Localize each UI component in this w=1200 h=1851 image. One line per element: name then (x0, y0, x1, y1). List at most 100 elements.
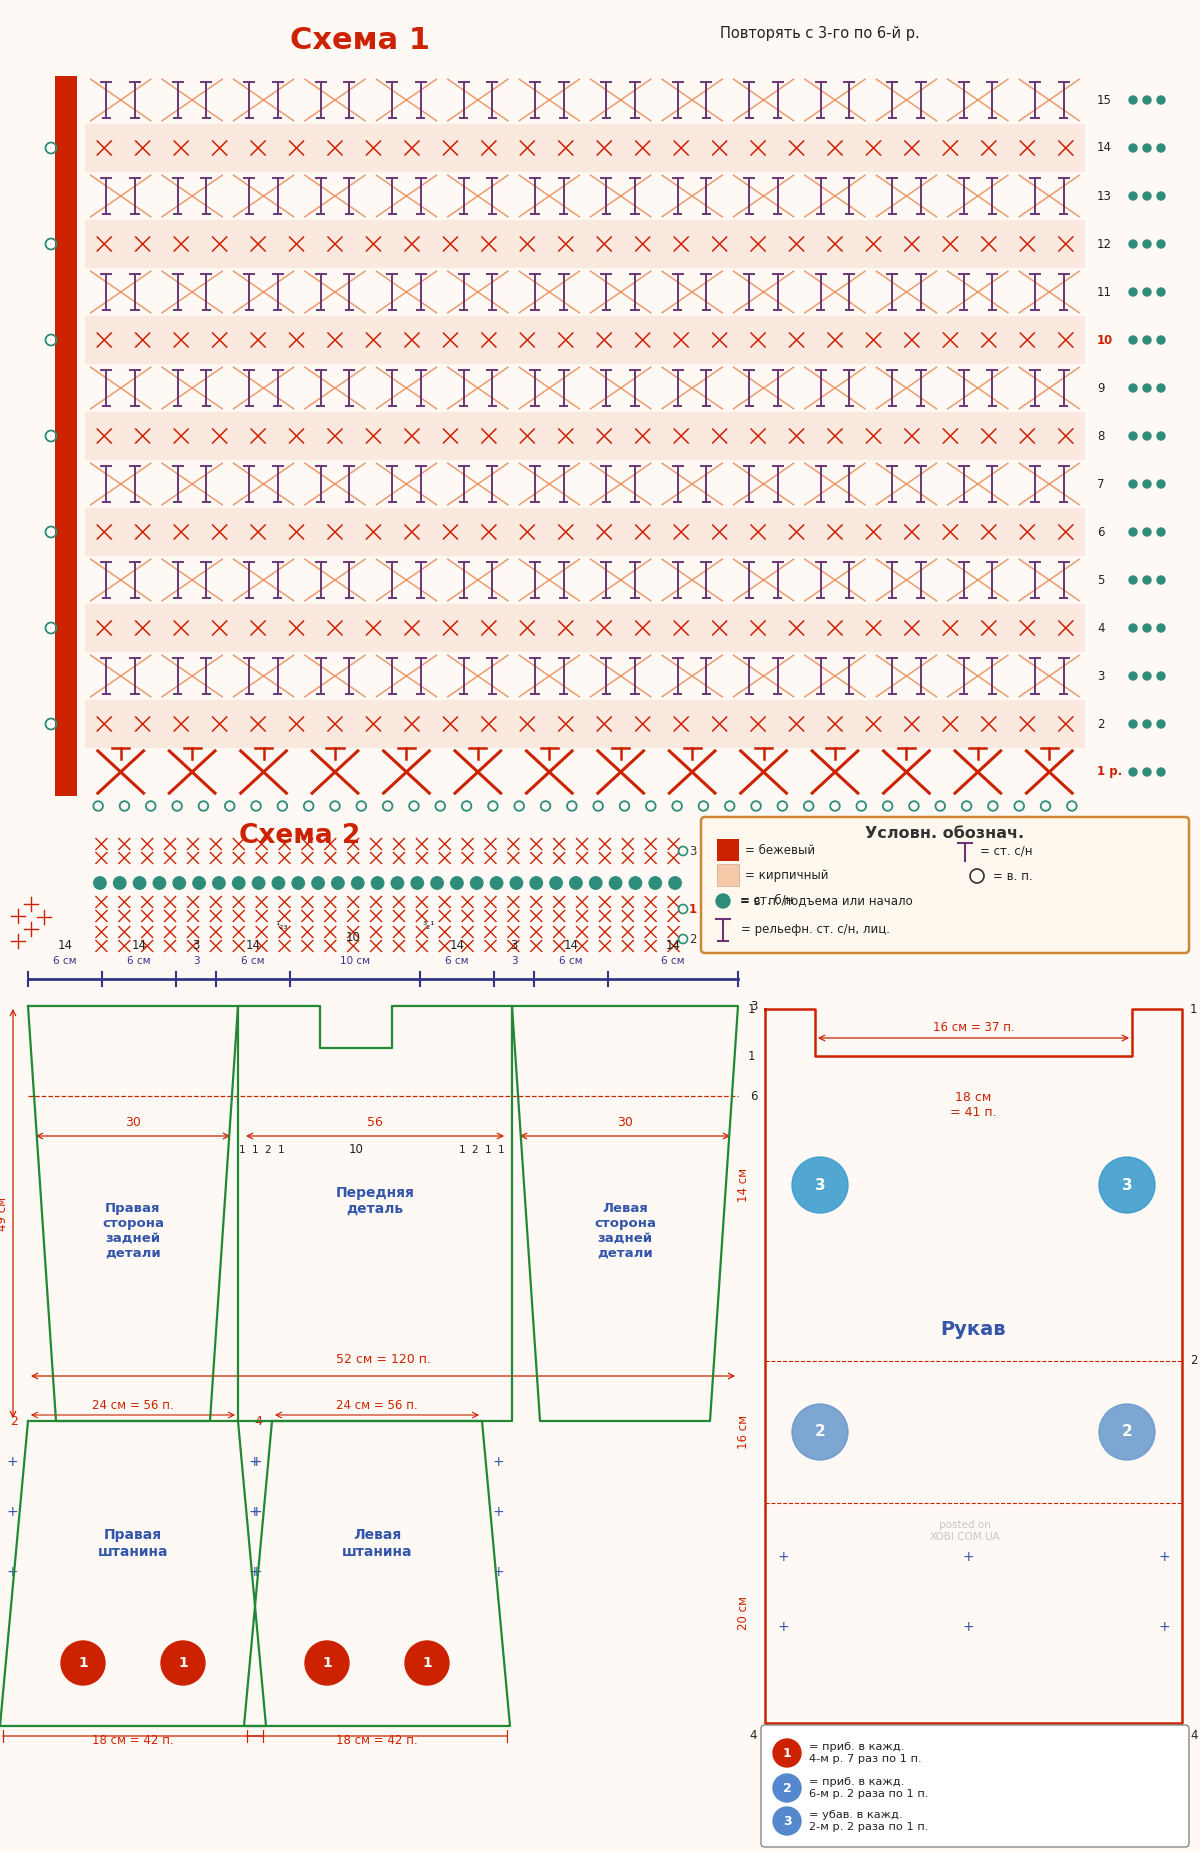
Text: Повторять с 3-го по 6-й р.: Повторять с 3-го по 6-й р. (720, 26, 920, 41)
Text: 2: 2 (689, 933, 696, 946)
Text: 6: 6 (1097, 526, 1104, 539)
Circle shape (1157, 431, 1165, 441)
Text: +: + (248, 1505, 260, 1520)
Circle shape (589, 877, 602, 888)
Text: 3: 3 (193, 955, 199, 966)
Circle shape (1157, 528, 1165, 537)
Circle shape (629, 877, 642, 888)
Text: 1: 1 (78, 1657, 88, 1670)
Text: +: + (250, 1505, 262, 1520)
Text: 6 см: 6 см (559, 955, 583, 966)
Text: 3: 3 (1097, 670, 1104, 683)
Circle shape (1142, 672, 1151, 679)
Text: 3: 3 (510, 938, 517, 951)
Circle shape (1129, 720, 1138, 727)
Circle shape (1142, 289, 1151, 296)
Text: 3: 3 (511, 955, 517, 966)
Circle shape (1157, 241, 1165, 248)
Circle shape (1157, 144, 1165, 152)
Circle shape (716, 894, 730, 909)
Text: ¹₂₃: ¹₂₃ (276, 922, 288, 931)
Text: ×: × (718, 892, 730, 907)
Text: = приб. в кажд.
4-м р. 7 раз по 1 п.: = приб. в кажд. 4-м р. 7 раз по 1 п. (809, 1742, 922, 1764)
Bar (85, 603, 1085, 652)
Text: 2: 2 (265, 1146, 271, 1155)
Text: ³₂¹: ³₂¹ (422, 922, 434, 931)
Text: 3: 3 (1122, 1177, 1133, 1192)
Text: 10 см: 10 см (340, 955, 370, 966)
Text: 18 см = 42 п.: 18 см = 42 п. (336, 1734, 418, 1747)
Text: 56: 56 (367, 1116, 383, 1129)
Text: 1: 1 (277, 1146, 284, 1155)
Circle shape (61, 1642, 106, 1684)
Circle shape (1142, 193, 1151, 200)
Circle shape (305, 1642, 349, 1684)
Circle shape (1142, 337, 1151, 344)
Circle shape (1142, 576, 1151, 585)
Text: 4: 4 (1097, 622, 1104, 635)
Text: Схема 2: Схема 2 (239, 824, 361, 850)
Text: +: + (248, 1455, 260, 1470)
Text: 14: 14 (450, 938, 464, 951)
Text: +: + (248, 1564, 260, 1579)
Text: 24 см = 56 п.: 24 см = 56 п. (336, 1399, 418, 1412)
Circle shape (1157, 193, 1165, 200)
Text: 6: 6 (750, 1090, 757, 1103)
Circle shape (114, 877, 126, 888)
Text: 20 см: 20 см (737, 1596, 750, 1631)
Text: 14: 14 (132, 938, 146, 951)
Bar (85, 317, 1085, 365)
Text: 15: 15 (1097, 94, 1112, 107)
Text: 16 см = 37 п.: 16 см = 37 п. (932, 1740, 1014, 1753)
Text: = рельефн. ст. с/н, лиц.: = рельефн. ст. с/н, лиц. (740, 922, 890, 935)
Text: 1: 1 (485, 1146, 491, 1155)
Text: 1 р.: 1 р. (1097, 766, 1122, 779)
Circle shape (312, 877, 324, 888)
Text: 49 см: 49 см (0, 1196, 10, 1231)
Text: 4: 4 (254, 1414, 262, 1427)
Text: +: + (492, 1455, 504, 1470)
Text: 2: 2 (10, 1414, 18, 1427)
Circle shape (1129, 768, 1138, 776)
Text: Условн. обознач.: Условн. обознач. (865, 826, 1025, 840)
Circle shape (1157, 289, 1165, 296)
Bar (55, 76, 77, 796)
Circle shape (1099, 1405, 1154, 1460)
Circle shape (1157, 383, 1165, 392)
Text: = кирпичный: = кирпичный (745, 868, 828, 881)
Text: 16 см = 37 п.: 16 см = 37 п. (932, 1022, 1014, 1035)
Text: 6 см: 6 см (53, 955, 77, 966)
Text: +: + (6, 1564, 18, 1579)
Text: 14: 14 (1097, 141, 1112, 154)
Bar (85, 507, 1085, 555)
Circle shape (1129, 383, 1138, 392)
Text: 3: 3 (689, 844, 696, 857)
Text: 2: 2 (1190, 1355, 1198, 1368)
Text: +: + (962, 1549, 974, 1564)
Text: +: + (962, 1620, 974, 1634)
Circle shape (1129, 337, 1138, 344)
Circle shape (331, 877, 344, 888)
Text: = ст. б/н: = ст. б/н (740, 894, 793, 907)
Bar (85, 413, 1085, 461)
Text: +: + (6, 1455, 18, 1470)
Text: +: + (492, 1564, 504, 1579)
Text: 1: 1 (322, 1657, 332, 1670)
Text: 2: 2 (1122, 1425, 1133, 1440)
Circle shape (406, 1642, 449, 1684)
Text: +: + (6, 1505, 18, 1520)
Text: +: + (1158, 1549, 1170, 1564)
Circle shape (1142, 768, 1151, 776)
Text: +: + (250, 1455, 262, 1470)
Circle shape (1157, 576, 1165, 585)
Text: 11: 11 (1097, 285, 1112, 298)
Text: 13: 13 (1097, 189, 1112, 202)
Circle shape (1142, 431, 1151, 441)
Text: 3: 3 (815, 1177, 826, 1192)
Circle shape (1142, 96, 1151, 104)
Text: 30: 30 (125, 1116, 140, 1129)
Text: 1: 1 (458, 1146, 466, 1155)
Circle shape (391, 877, 403, 888)
Bar (85, 124, 1085, 172)
Text: +: + (250, 1564, 262, 1579)
